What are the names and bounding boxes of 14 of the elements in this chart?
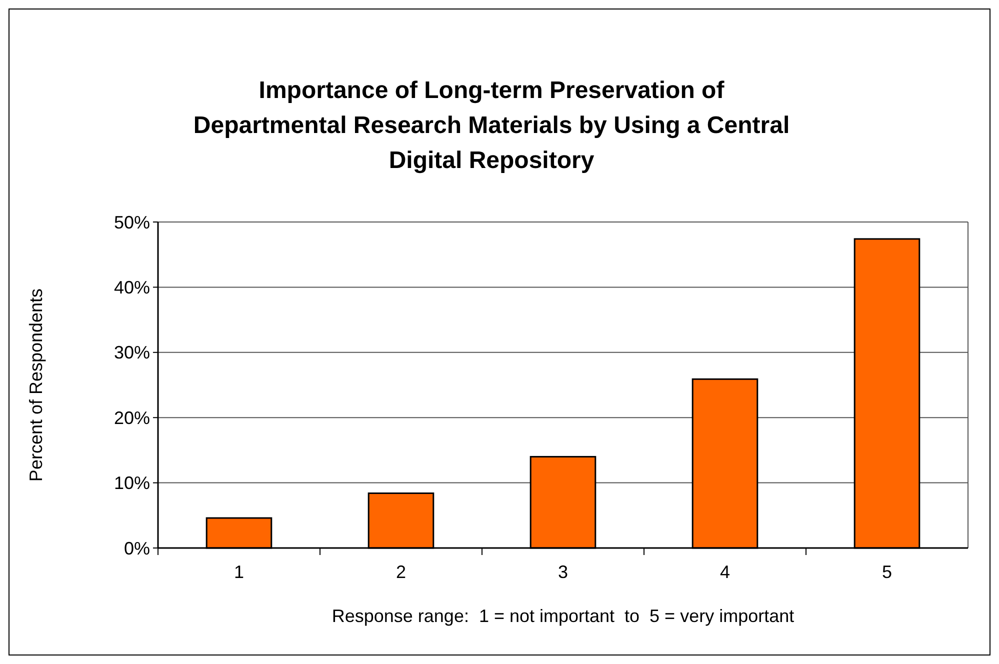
y-tick-label: 0% — [124, 538, 150, 558]
x-tick-label: 2 — [396, 562, 406, 582]
y-tick-label: 40% — [114, 278, 150, 298]
y-axis-title: Percent of Respondents — [26, 288, 46, 482]
y-tick-label: 30% — [114, 342, 150, 363]
y-tick-label: 10% — [114, 473, 150, 494]
x-tick-label: 3 — [558, 562, 568, 582]
y-tick-label: 20% — [114, 408, 150, 428]
x-tick-label: 5 — [882, 562, 892, 582]
y-tick-label: 50% — [114, 212, 150, 232]
x-tick-label: 4 — [720, 562, 730, 582]
x-axis-title: Response range: 1 = not important to 5 = very important — [332, 606, 794, 626]
x-tick-label: 1 — [234, 562, 244, 582]
chart-title: Importance of Long-term Preservation of Departmental Research Materials by Using a Central Digital Repository — [193, 77, 790, 174]
